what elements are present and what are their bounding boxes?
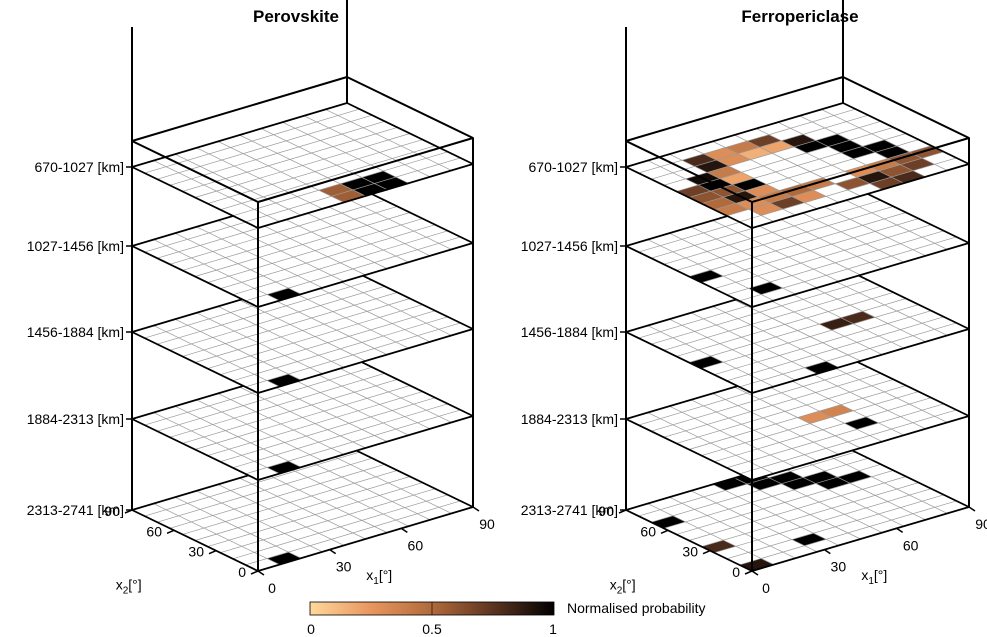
x1-tick xyxy=(473,507,479,511)
x1-tick xyxy=(752,571,758,575)
x2-tick-label: 0 xyxy=(732,564,740,580)
layer-label: 670-1027 [km] xyxy=(35,159,125,175)
plot-ferropericlase: 2313-2741 [km] 1884-2313 [km] 1456-1884 [k… xyxy=(521,0,987,596)
colorbar-tick-0: 0 xyxy=(307,621,315,637)
layer-label: 1456-1884 [km] xyxy=(521,324,618,340)
layer-label: 1027-1456 [km] xyxy=(521,238,618,254)
x1-tick-label: 0 xyxy=(268,580,276,596)
x1-tick xyxy=(824,550,830,554)
x1-tick xyxy=(897,528,903,532)
x2-axis-label: x2[°] xyxy=(116,576,142,596)
x2-tick-label: 0 xyxy=(238,564,246,580)
x1-tick-label: 30 xyxy=(831,559,847,575)
x1-tick xyxy=(330,550,336,554)
layer-670-1027-km: 670-1027 [km] xyxy=(35,103,474,228)
x1-axis-label: x1[°] xyxy=(366,567,392,587)
x1-tick-label: 90 xyxy=(479,516,495,532)
x1-tick xyxy=(401,528,407,532)
x1-axis-label: x1[°] xyxy=(861,567,887,587)
chart-title-perovskite: Perovskite xyxy=(253,7,339,26)
x1-tick-label: 90 xyxy=(975,516,987,532)
x1-tick-label: 0 xyxy=(762,580,770,596)
layer-label: 1884-2313 [km] xyxy=(521,411,618,427)
x2-tick xyxy=(745,571,752,574)
x2-tick xyxy=(209,551,216,554)
colorbar: 0 0.5 1 Normalised probability xyxy=(307,600,705,637)
x1-tick-label: 60 xyxy=(408,537,424,553)
x2-axis-label: x2[°] xyxy=(610,576,636,596)
layer-label: 670-1027 [km] xyxy=(529,159,619,175)
x2-tick-label: 90 xyxy=(104,503,120,519)
x2-tick xyxy=(167,530,174,533)
x1-tick-label: 60 xyxy=(903,537,919,553)
colorbar-label: Normalised probability xyxy=(567,600,706,616)
plot-perovskite: 2313-2741 [km]1884-2313 [km]1456-1884 [k… xyxy=(27,0,495,596)
layer-670-1027-km: 670-1027 [km] xyxy=(529,103,970,228)
colorbar-tick-0-5: 0.5 xyxy=(422,621,442,637)
layer-label: 1456-1884 [km] xyxy=(27,324,124,340)
x2-tick-label: 30 xyxy=(188,544,204,560)
x1-tick xyxy=(969,507,975,511)
x2-tick xyxy=(251,571,258,574)
x2-tick-label: 30 xyxy=(682,544,698,560)
x1-tick xyxy=(258,571,264,575)
x2-tick-label: 60 xyxy=(640,523,656,539)
x2-tick-label: 90 xyxy=(598,503,614,519)
x2-tick-label: 60 xyxy=(146,523,162,539)
x2-tick xyxy=(703,551,710,554)
x2-tick xyxy=(661,530,668,533)
layer-label: 1027-1456 [km] xyxy=(27,238,124,254)
x1-tick-label: 30 xyxy=(336,559,352,575)
layer-label: 1884-2313 [km] xyxy=(27,411,124,427)
colorbar-tick-1: 1 xyxy=(549,621,557,637)
chart-title-ferropericlase: Ferropericlase xyxy=(741,7,858,26)
